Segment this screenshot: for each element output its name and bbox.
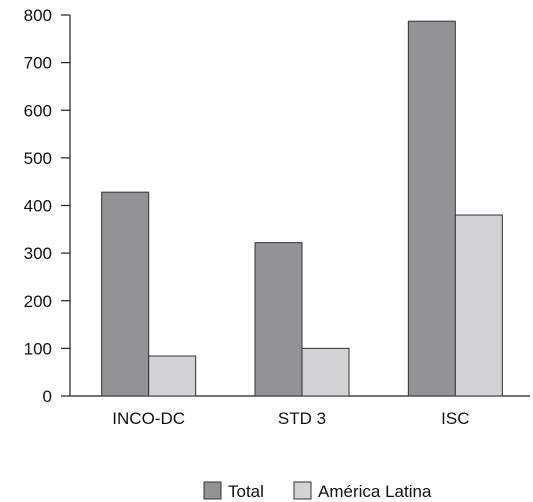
x-category-label: STD 3 (278, 409, 326, 428)
bar-total (101, 191, 150, 397)
legend-swatch (203, 481, 222, 500)
x-category-label: ISC (441, 409, 469, 428)
legend-america-latina-label: América Latina (318, 482, 432, 501)
y-tick-label: 500 (24, 149, 52, 168)
y-axis-ticks: 0 100 200 300 400 500 600 700 800 (24, 6, 70, 406)
y-tick-label: 0 (43, 387, 52, 406)
legend-swatch (293, 481, 312, 500)
y-tick-label: 100 (24, 339, 52, 358)
bar-america-latina (454, 214, 503, 397)
y-tick-label: 200 (24, 292, 52, 311)
x-axis-labels: INCO-DC STD 3 ISC (112, 409, 469, 428)
y-tick-label: 600 (24, 101, 52, 120)
y-tick-label: 300 (24, 244, 52, 263)
legend: Total América Latina (203, 481, 432, 501)
legend-total-label: Total (228, 482, 264, 501)
bar-america-latina (148, 355, 197, 397)
y-tick-label: 400 (24, 197, 52, 216)
bar-america-latina (301, 347, 350, 397)
bar-group (101, 20, 503, 397)
bar-total (254, 242, 303, 397)
y-tick-label: 700 (24, 54, 52, 73)
y-tick-label: 800 (24, 6, 52, 25)
x-category-label: INCO-DC (112, 409, 185, 428)
bar-total (407, 20, 456, 397)
